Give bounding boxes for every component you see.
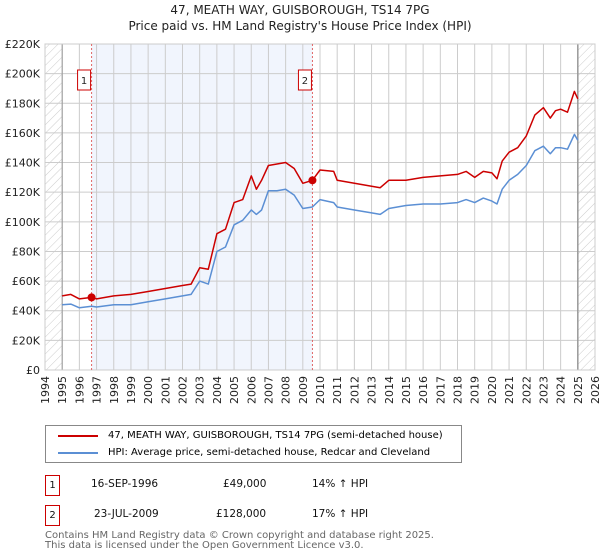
blue-line-swatch [58, 451, 98, 454]
sale-marker-box [77, 69, 92, 91]
sale-marker-box [297, 69, 312, 91]
hpi-line [62, 133, 579, 309]
x-tick-label: 2019 [469, 376, 482, 404]
x-tick-label: 2001 [159, 376, 172, 404]
x-tick-label: 2008 [280, 376, 293, 404]
x-tick-label: 1995 [56, 376, 69, 404]
sale-row: 2 23-JUL-2009 £128,000 17% ↑ HPI [45, 505, 445, 526]
x-tick-label: 1998 [108, 376, 121, 404]
x-tick-label: 2000 [142, 376, 155, 404]
x-tick-label: 2022 [520, 376, 533, 404]
footer: Contains HM Land Registry data © Crown c… [45, 531, 434, 551]
x-tick-label: 1999 [125, 376, 138, 404]
x-tick-label: 2010 [314, 376, 327, 404]
legend-item-property: 47, MEATH WAY, GUISBOROUGH, TS14 7PG (se… [58, 430, 443, 441]
sale-point [87, 293, 96, 302]
y-tick-label: £220K [5, 38, 41, 51]
x-tick-label: 2023 [537, 376, 550, 404]
x-tick-label: 2011 [331, 376, 344, 404]
sale-date: 23-JUL-2009 [94, 508, 159, 520]
x-tick-label: 2025 [572, 376, 585, 404]
x-tick-label: 2020 [486, 376, 499, 404]
hatched-region [45, 44, 63, 370]
sale-marker-label: 2 [302, 76, 308, 87]
x-tick-label: 2026 [589, 376, 600, 404]
sale-row: 1 16-SEP-1996 £49,000 14% ↑ HPI [45, 475, 445, 496]
x-tick-label: 2009 [297, 376, 310, 404]
sale-marker-badge: 1 [45, 475, 60, 496]
licence-text: This data is licensed under the Open Gov… [45, 540, 364, 551]
sale-hpi-diff: 17% ↑ HPI [312, 508, 369, 520]
y-tick-label: £160K [5, 127, 41, 140]
x-tick-label: 2012 [348, 376, 361, 404]
ownership-shaded-region [91, 44, 313, 370]
x-tick-label: 2006 [245, 376, 258, 404]
x-tick-label: 2004 [211, 376, 224, 404]
x-tick-label: 2018 [452, 376, 465, 404]
price-chart: £0 £20K £40K £60K £80K £100K £120K £140K £160K £1… [5, 38, 600, 404]
x-tick-label: 2005 [228, 376, 241, 404]
y-tick-label: £180K [5, 97, 41, 110]
x-tick-label: 2013 [366, 376, 379, 404]
sale-hpi-diff: 14% ↑ HPI [312, 478, 369, 490]
legend-item-hpi: HPI: Average price, semi-detached house,… [58, 447, 430, 458]
x-tick-label: 2014 [383, 376, 396, 404]
sale-marker-badge: 2 [45, 505, 60, 526]
sale-marker-label: 1 [81, 76, 87, 87]
copyright-text: Contains HM Land Registry data © Crown c… [45, 530, 434, 541]
x-tick-label: 2003 [194, 376, 207, 404]
x-tick-label: 1996 [73, 376, 86, 404]
x-tick-label: 2016 [417, 376, 430, 404]
red-line-swatch [58, 434, 98, 437]
x-tick-label: 2007 [262, 376, 275, 404]
legend: 47, MEATH WAY, GUISBOROUGH, TS14 7PG (se… [45, 425, 462, 463]
x-tick-label: 1994 [39, 376, 52, 404]
x-tick-label: 2024 [555, 376, 568, 404]
property-price-line [62, 90, 579, 300]
y-tick-label: £0 [26, 364, 40, 377]
plot-border [44, 43, 596, 371]
y-tick-label: £140K [5, 157, 41, 170]
y-tick-label: £60K [12, 275, 41, 288]
x-tick-label: 2017 [434, 376, 447, 404]
hatched-region [577, 44, 595, 370]
sale-date: 16-SEP-1996 [91, 478, 159, 490]
chart-title: 47, MEATH WAY, GUISBOROUGH, TS14 7PG [170, 3, 430, 17]
y-tick-label: £100K [5, 216, 41, 229]
y-tick-label: £80K [12, 245, 41, 258]
y-tick-label: £200K [5, 68, 41, 81]
legend-label: HPI: Average price, semi-detached house,… [108, 447, 431, 458]
x-tick-label: 1997 [91, 376, 104, 404]
x-tick-label: 2002 [177, 376, 190, 404]
legend-label: 47, MEATH WAY, GUISBOROUGH, TS14 7PG (se… [108, 430, 443, 441]
sale-price: £128,000 [216, 508, 267, 520]
y-tick-label: £120K [5, 186, 41, 199]
x-tick-label: 2021 [503, 376, 516, 404]
y-tick-label: £40K [12, 305, 41, 318]
y-tick-label: £20K [12, 334, 41, 347]
chart-subtitle: Price paid vs. HM Land Registry's House … [128, 19, 472, 33]
sale-price: £49,000 [223, 478, 267, 490]
x-tick-label: 2015 [400, 376, 413, 404]
sale-point [308, 176, 317, 185]
